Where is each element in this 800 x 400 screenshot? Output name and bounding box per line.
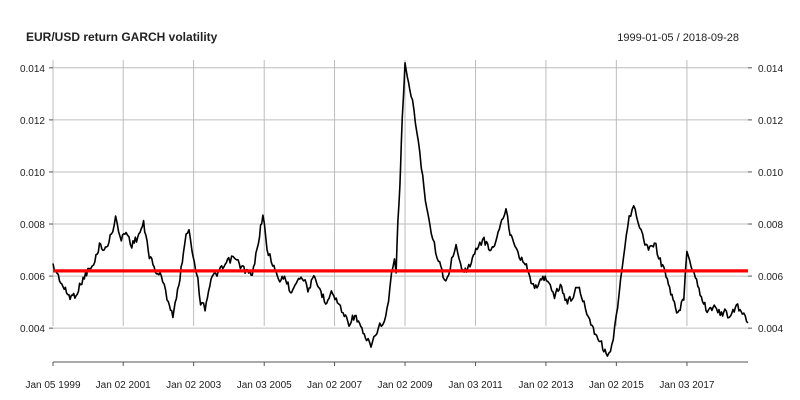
x-tick-label: Jan 03 2011 <box>448 380 503 391</box>
y-tick-label-left: 0.012 <box>20 116 45 127</box>
y-tick-label-right: 0.006 <box>758 272 783 283</box>
volatility-series-line <box>52 62 749 357</box>
y-axis-labels-right: 0.004 0.006 0.008 0.010 0.012 0.014 <box>758 64 783 335</box>
y-axis-labels-left: 0.004 0.006 0.008 0.010 0.012 0.014 <box>20 64 45 335</box>
x-tick-label: Jan 02 2009 <box>378 380 433 391</box>
y-tick-label-right: 0.012 <box>758 116 783 127</box>
y-tick-label-right: 0.008 <box>758 220 783 231</box>
y-tick-label-right: 0.010 <box>758 168 783 179</box>
gridlines <box>52 60 748 329</box>
x-tick-label: Jan 03 2005 <box>237 380 292 391</box>
date-range-label: 1999-01-05 / 2018-09-28 <box>617 32 739 44</box>
y-tick-label-left: 0.010 <box>20 168 45 179</box>
x-tick-label: Jan 05 1999 <box>25 380 80 391</box>
series-lines <box>52 62 749 357</box>
y-tick-label-right: 0.004 <box>758 324 783 335</box>
y-tick-label-left: 0.008 <box>20 220 45 231</box>
x-tick-label: Jan 02 2001 <box>96 380 151 391</box>
chart-title: EUR/USD return GARCH volatility <box>26 30 218 44</box>
y-tick-label-right: 0.014 <box>758 64 783 75</box>
x-tick-label: Jan 02 2013 <box>518 380 573 391</box>
x-tick-label: Jan 02 2003 <box>166 380 221 391</box>
axes <box>49 67 752 366</box>
y-tick-label-left: 0.006 <box>20 272 45 283</box>
y-tick-label-left: 0.004 <box>20 324 45 335</box>
x-tick-label: Jan 02 2015 <box>589 380 644 391</box>
x-tick-label: Jan 03 2017 <box>659 380 714 391</box>
y-tick-label-left: 0.014 <box>20 64 45 75</box>
x-tick-label: Jan 02 2007 <box>307 380 362 391</box>
x-axis-labels: Jan 05 1999 Jan 02 2001 Jan 02 2003 Jan 03 … <box>25 380 714 391</box>
